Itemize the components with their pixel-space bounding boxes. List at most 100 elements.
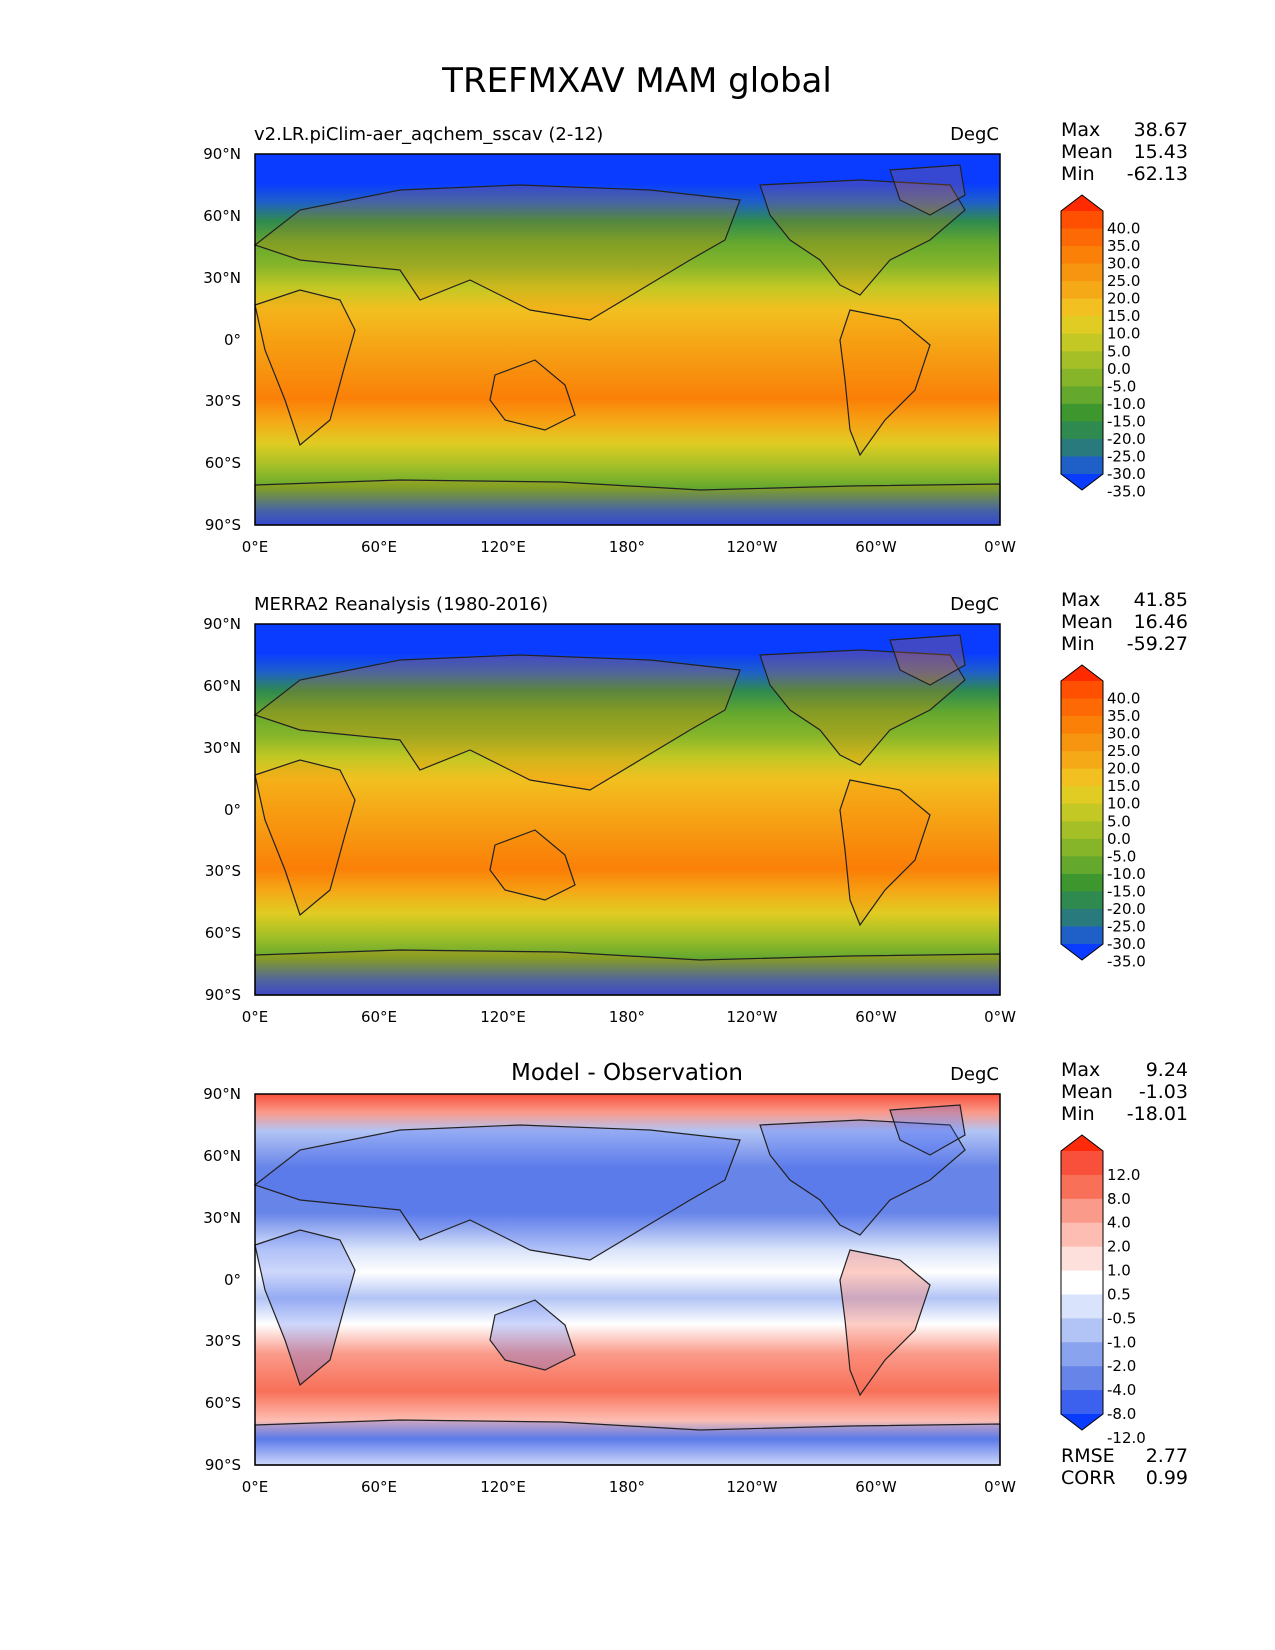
stat-value: 0.99: [1146, 1467, 1188, 1489]
colorbar-bin: [1061, 211, 1103, 230]
stat-value: -18.01: [1127, 1103, 1188, 1125]
colorbar-bin: [1061, 263, 1103, 282]
colorbar-bin: [1061, 733, 1103, 752]
colorbar-bin: [1061, 751, 1103, 770]
stat-label: Mean: [1061, 141, 1113, 163]
colorbar-bin: [1061, 698, 1103, 717]
stat-label: Max: [1061, 1059, 1100, 1081]
stat-label: Min: [1061, 163, 1095, 185]
panel-model-stats: Max 38.67 Mean 15.43 Min -62.13: [1061, 119, 1188, 185]
panel-observation-continents: [253, 634, 1001, 996]
y-tick: 0°: [224, 1271, 241, 1289]
panel-observation-colorbar: 40.035.030.025.020.015.010.05.00.0-5.0-1…: [1060, 664, 1146, 971]
colorbar-bin: [1061, 1390, 1103, 1415]
x-tick: 60°E: [361, 1478, 397, 1496]
continent-africa: [254, 759, 356, 917]
colorbar-bin: [1061, 368, 1103, 387]
x-tick: 60°E: [361, 538, 397, 556]
colorbar-bin: [1061, 786, 1103, 805]
colorbar-tick-label: 15.0: [1107, 777, 1140, 795]
continent-antarctica: [254, 479, 1001, 526]
y-tick: 30°S: [205, 392, 241, 410]
colorbar-tick-label: -2.0: [1107, 1357, 1136, 1375]
stat-label: Min: [1061, 633, 1095, 655]
x-tick: 60°W: [855, 1008, 897, 1026]
panel-model: v2.LR.piClim-aer_aqchem_sscav (2-12) Deg…: [203, 119, 1188, 556]
colorbar-bin: [1061, 246, 1103, 265]
panel-observation-x-ticks: 0°E 60°E 120°E 180° 120°W 60°W 0°W: [242, 1008, 1016, 1026]
x-tick: 120°W: [727, 538, 778, 556]
colorbar-tick-label: -12.0: [1107, 1429, 1146, 1447]
y-tick: 60°S: [205, 454, 241, 472]
panel-difference-x-ticks: 0°E 60°E 120°E 180° 120°W 60°W 0°W: [242, 1478, 1016, 1496]
colorbar-extend-bottom: [1061, 1414, 1103, 1430]
colorbar-bin: [1061, 1366, 1103, 1391]
x-tick: 0°W: [984, 538, 1016, 556]
continent-greenland: [889, 1104, 966, 1156]
y-tick: 30°N: [203, 1209, 241, 1227]
colorbar-bin: [1061, 403, 1103, 422]
colorbar-extend-top: [1061, 665, 1103, 681]
colorbar-tick-label: -0.5: [1107, 1309, 1136, 1327]
panel-difference-title: Model - Observation: [511, 1060, 743, 1086]
x-tick: 0°W: [984, 1478, 1016, 1496]
y-tick: 30°N: [203, 269, 241, 287]
continent-north-america: [759, 649, 966, 766]
colorbar-tick-label: -5.0: [1107, 377, 1136, 395]
colorbar-extend-bottom: [1061, 944, 1103, 960]
colorbar-bin: [1061, 456, 1103, 475]
colorbar-tick-label: -20.0: [1107, 430, 1146, 448]
stat-value: 38.67: [1134, 119, 1188, 141]
continent-south-america: [839, 1249, 931, 1397]
panel-observation-map: [255, 624, 1000, 995]
colorbar-bin: [1061, 438, 1103, 457]
panel-model-map: [255, 154, 1000, 525]
colorbar-tick-label: 8.0: [1107, 1190, 1131, 1208]
x-tick: 120°E: [480, 1008, 526, 1026]
colorbar-bin: [1061, 228, 1103, 247]
continent-south-america: [839, 779, 931, 927]
panel-difference: Model - Observation DegC 90°N 60°N 30°N …: [203, 1059, 1188, 1496]
colorbar-bin: [1061, 1294, 1103, 1319]
colorbar-tick-label: 40.0: [1107, 690, 1140, 708]
colorbar-tick-label: 25.0: [1107, 742, 1140, 760]
x-tick: 60°E: [361, 1008, 397, 1026]
colorbar-tick-label: -1.0: [1107, 1333, 1136, 1351]
panel-difference-continents: [253, 1104, 1001, 1466]
continent-greenland: [889, 634, 966, 686]
stat-label: CORR: [1061, 1467, 1116, 1489]
colorbar-bin: [1061, 768, 1103, 787]
colorbar-bin: [1061, 803, 1103, 822]
x-tick: 120°W: [727, 1478, 778, 1496]
continent-australia: [489, 1299, 576, 1371]
panel-observation-y-ticks: 90°N 60°N 30°N 0° 30°S 60°S 90°S: [203, 615, 241, 1004]
colorbar-tick-label: 15.0: [1107, 307, 1140, 325]
stat-label: RMSE: [1061, 1445, 1115, 1467]
x-tick: 180°: [609, 1008, 645, 1026]
y-tick: 90°S: [205, 986, 241, 1004]
panel-difference-map: [255, 1094, 1000, 1465]
continent-africa: [254, 289, 356, 447]
colorbar-tick-label: -30.0: [1107, 935, 1146, 953]
colorbar-bin: [1061, 1246, 1103, 1272]
colorbar-tick-label: 0.0: [1107, 360, 1131, 378]
continent-australia: [489, 829, 576, 901]
stat-label: Mean: [1061, 611, 1113, 633]
x-tick: 0°E: [242, 538, 269, 556]
y-tick: 90°S: [205, 1456, 241, 1474]
continent-eurasia: [253, 184, 741, 321]
colorbar-bin: [1061, 1318, 1103, 1343]
panel-difference-frame: [254, 1093, 1001, 1466]
colorbar-bin: [1061, 1198, 1103, 1224]
colorbar-tick-label: -25.0: [1107, 447, 1146, 465]
colorbar-tick-label: 5.0: [1107, 812, 1131, 830]
colorbar-tick-label: -5.0: [1107, 847, 1136, 865]
panel-model-colorbar: 40.035.030.025.020.015.010.05.00.0-5.0-1…: [1060, 194, 1146, 501]
y-tick: 30°N: [203, 739, 241, 757]
colorbar-bin: [1061, 716, 1103, 735]
panel-model-y-ticks: 90°N 60°N 30°N 0° 30°S 60°S 90°S: [203, 145, 241, 534]
stat-value: 15.43: [1134, 141, 1188, 163]
continent-north-america: [759, 179, 966, 296]
stat-value: 16.46: [1134, 611, 1188, 633]
